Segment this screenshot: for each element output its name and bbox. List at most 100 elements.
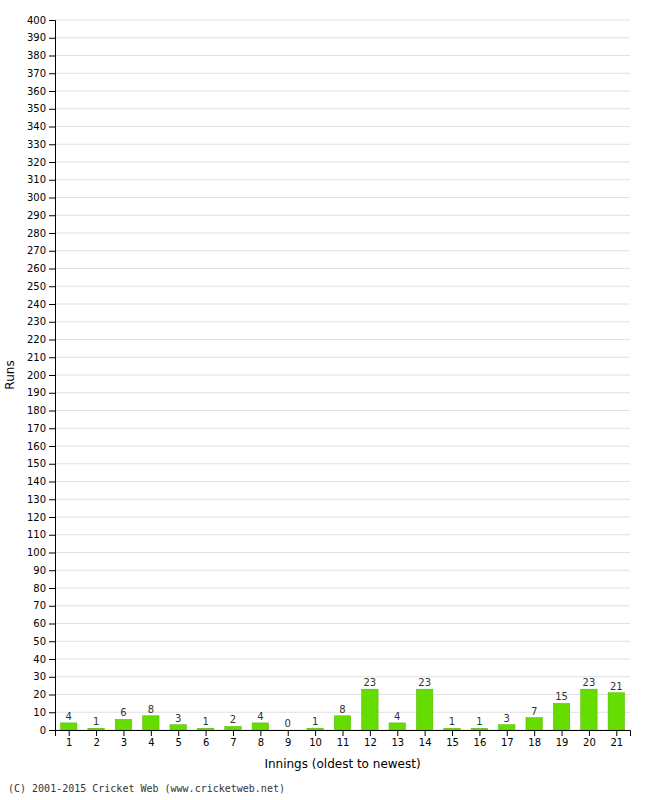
y-tick-mark — [49, 251, 55, 252]
plot: 4168312401823423113715232112345678910111… — [27, 15, 631, 748]
y-tick-label: 230 — [27, 316, 46, 327]
y-tick-mark — [49, 56, 55, 57]
y-tick: 0 — [40, 725, 55, 736]
grid-line — [55, 37, 630, 38]
y-tick: 280 — [27, 228, 55, 239]
y-tick-label: 380 — [27, 50, 46, 61]
x-tick: 3 — [121, 730, 127, 748]
x-tick-label: 2 — [93, 737, 99, 748]
y-tick-mark — [49, 517, 55, 518]
x-tick: 5 — [176, 730, 182, 748]
y-tick: 270 — [27, 245, 55, 256]
y-tick: 110 — [27, 529, 55, 540]
grid-line — [55, 304, 630, 305]
bar — [60, 723, 76, 730]
x-tick-mark — [616, 730, 617, 736]
x-tick-mark — [69, 730, 70, 736]
x-tick-mark — [370, 730, 371, 736]
x-axis: 123456789101112131415161718192021 — [56, 730, 631, 748]
y-tick-label: 350 — [27, 103, 46, 114]
x-tick-label: 3 — [121, 737, 127, 748]
grid-line — [55, 623, 630, 624]
y-tick: 30 — [33, 671, 55, 682]
y-tick: 60 — [33, 618, 55, 629]
grid-line — [55, 534, 630, 535]
bar — [553, 703, 569, 730]
y-tick-label: 170 — [27, 423, 46, 434]
y-tick-mark — [49, 428, 55, 429]
y-tick: 300 — [27, 192, 55, 203]
bar — [334, 716, 350, 730]
x-tick-mark — [123, 730, 124, 736]
y-tick-mark — [49, 641, 55, 642]
y-tick-mark — [49, 304, 55, 305]
y-tick-mark — [49, 375, 55, 376]
y-tick-mark — [49, 286, 55, 287]
x-tick-mark — [479, 730, 480, 736]
y-tick-label: 300 — [27, 192, 46, 203]
grid-line — [55, 268, 630, 269]
y-tick-mark — [49, 144, 55, 145]
y-tick-mark — [49, 411, 55, 412]
y-tick: 190 — [27, 387, 55, 398]
y-tick: 230 — [27, 316, 55, 327]
data-label: 3 — [175, 713, 181, 724]
y-tick: 160 — [27, 441, 55, 452]
y-tick: 370 — [27, 68, 55, 79]
data-label: 23 — [418, 677, 431, 688]
x-tick-label: 7 — [230, 737, 236, 748]
grid-line — [55, 357, 630, 358]
x-tick-mark — [96, 730, 97, 736]
grid-line — [55, 605, 630, 606]
y-tick: 210 — [27, 352, 55, 363]
y-tick: 310 — [27, 174, 55, 185]
x-tick: 14 — [419, 730, 432, 748]
x-tick-label: 14 — [419, 737, 432, 748]
x-tick-label: 21 — [610, 737, 623, 748]
y-tick: 40 — [33, 654, 55, 665]
data-label: 23 — [583, 677, 596, 688]
grid-line — [55, 588, 630, 589]
y-tick-mark — [49, 482, 55, 483]
grid-line — [55, 517, 630, 518]
y-tick: 240 — [27, 299, 55, 310]
y-tick-mark — [49, 570, 55, 571]
x-tick-mark — [206, 730, 207, 736]
x-tick-mark — [452, 730, 453, 736]
y-tick-mark — [49, 695, 55, 696]
data-label: 1 — [93, 716, 99, 727]
bars — [60, 689, 624, 730]
grid-line — [55, 410, 630, 411]
y-tick: 350 — [27, 103, 55, 114]
y-tick-label: 130 — [27, 494, 46, 505]
x-tick-mark — [315, 730, 316, 736]
data-label: 8 — [148, 704, 154, 715]
y-tick-mark — [49, 38, 55, 39]
y-tick-label: 320 — [27, 157, 46, 168]
x-tick-label: 8 — [258, 737, 264, 748]
grid-line — [55, 55, 630, 56]
data-label: 1 — [202, 716, 208, 727]
x-tick: 15 — [446, 730, 459, 748]
y-tick-mark — [49, 198, 55, 199]
y-tick: 50 — [33, 636, 55, 647]
y-tick: 330 — [27, 139, 55, 150]
y-tick-label: 310 — [27, 174, 46, 185]
y-tick-label: 180 — [27, 405, 46, 416]
data-label: 3 — [504, 713, 510, 724]
x-tick: 10 — [309, 730, 322, 748]
grid-line — [55, 20, 630, 21]
grid-line — [55, 570, 630, 571]
y-tick-label: 370 — [27, 68, 46, 79]
x-tick-label: 9 — [285, 737, 291, 748]
y-tick-label: 280 — [27, 228, 46, 239]
y-tick: 180 — [27, 405, 55, 416]
y-tick-label: 250 — [27, 281, 46, 292]
y-tick-label: 150 — [27, 458, 46, 469]
y-tick-label: 120 — [27, 512, 46, 523]
grid-line — [55, 108, 630, 109]
y-tick-mark — [49, 180, 55, 181]
grid-line — [55, 162, 630, 163]
y-tick-label: 40 — [33, 654, 46, 665]
grid-line — [55, 339, 630, 340]
